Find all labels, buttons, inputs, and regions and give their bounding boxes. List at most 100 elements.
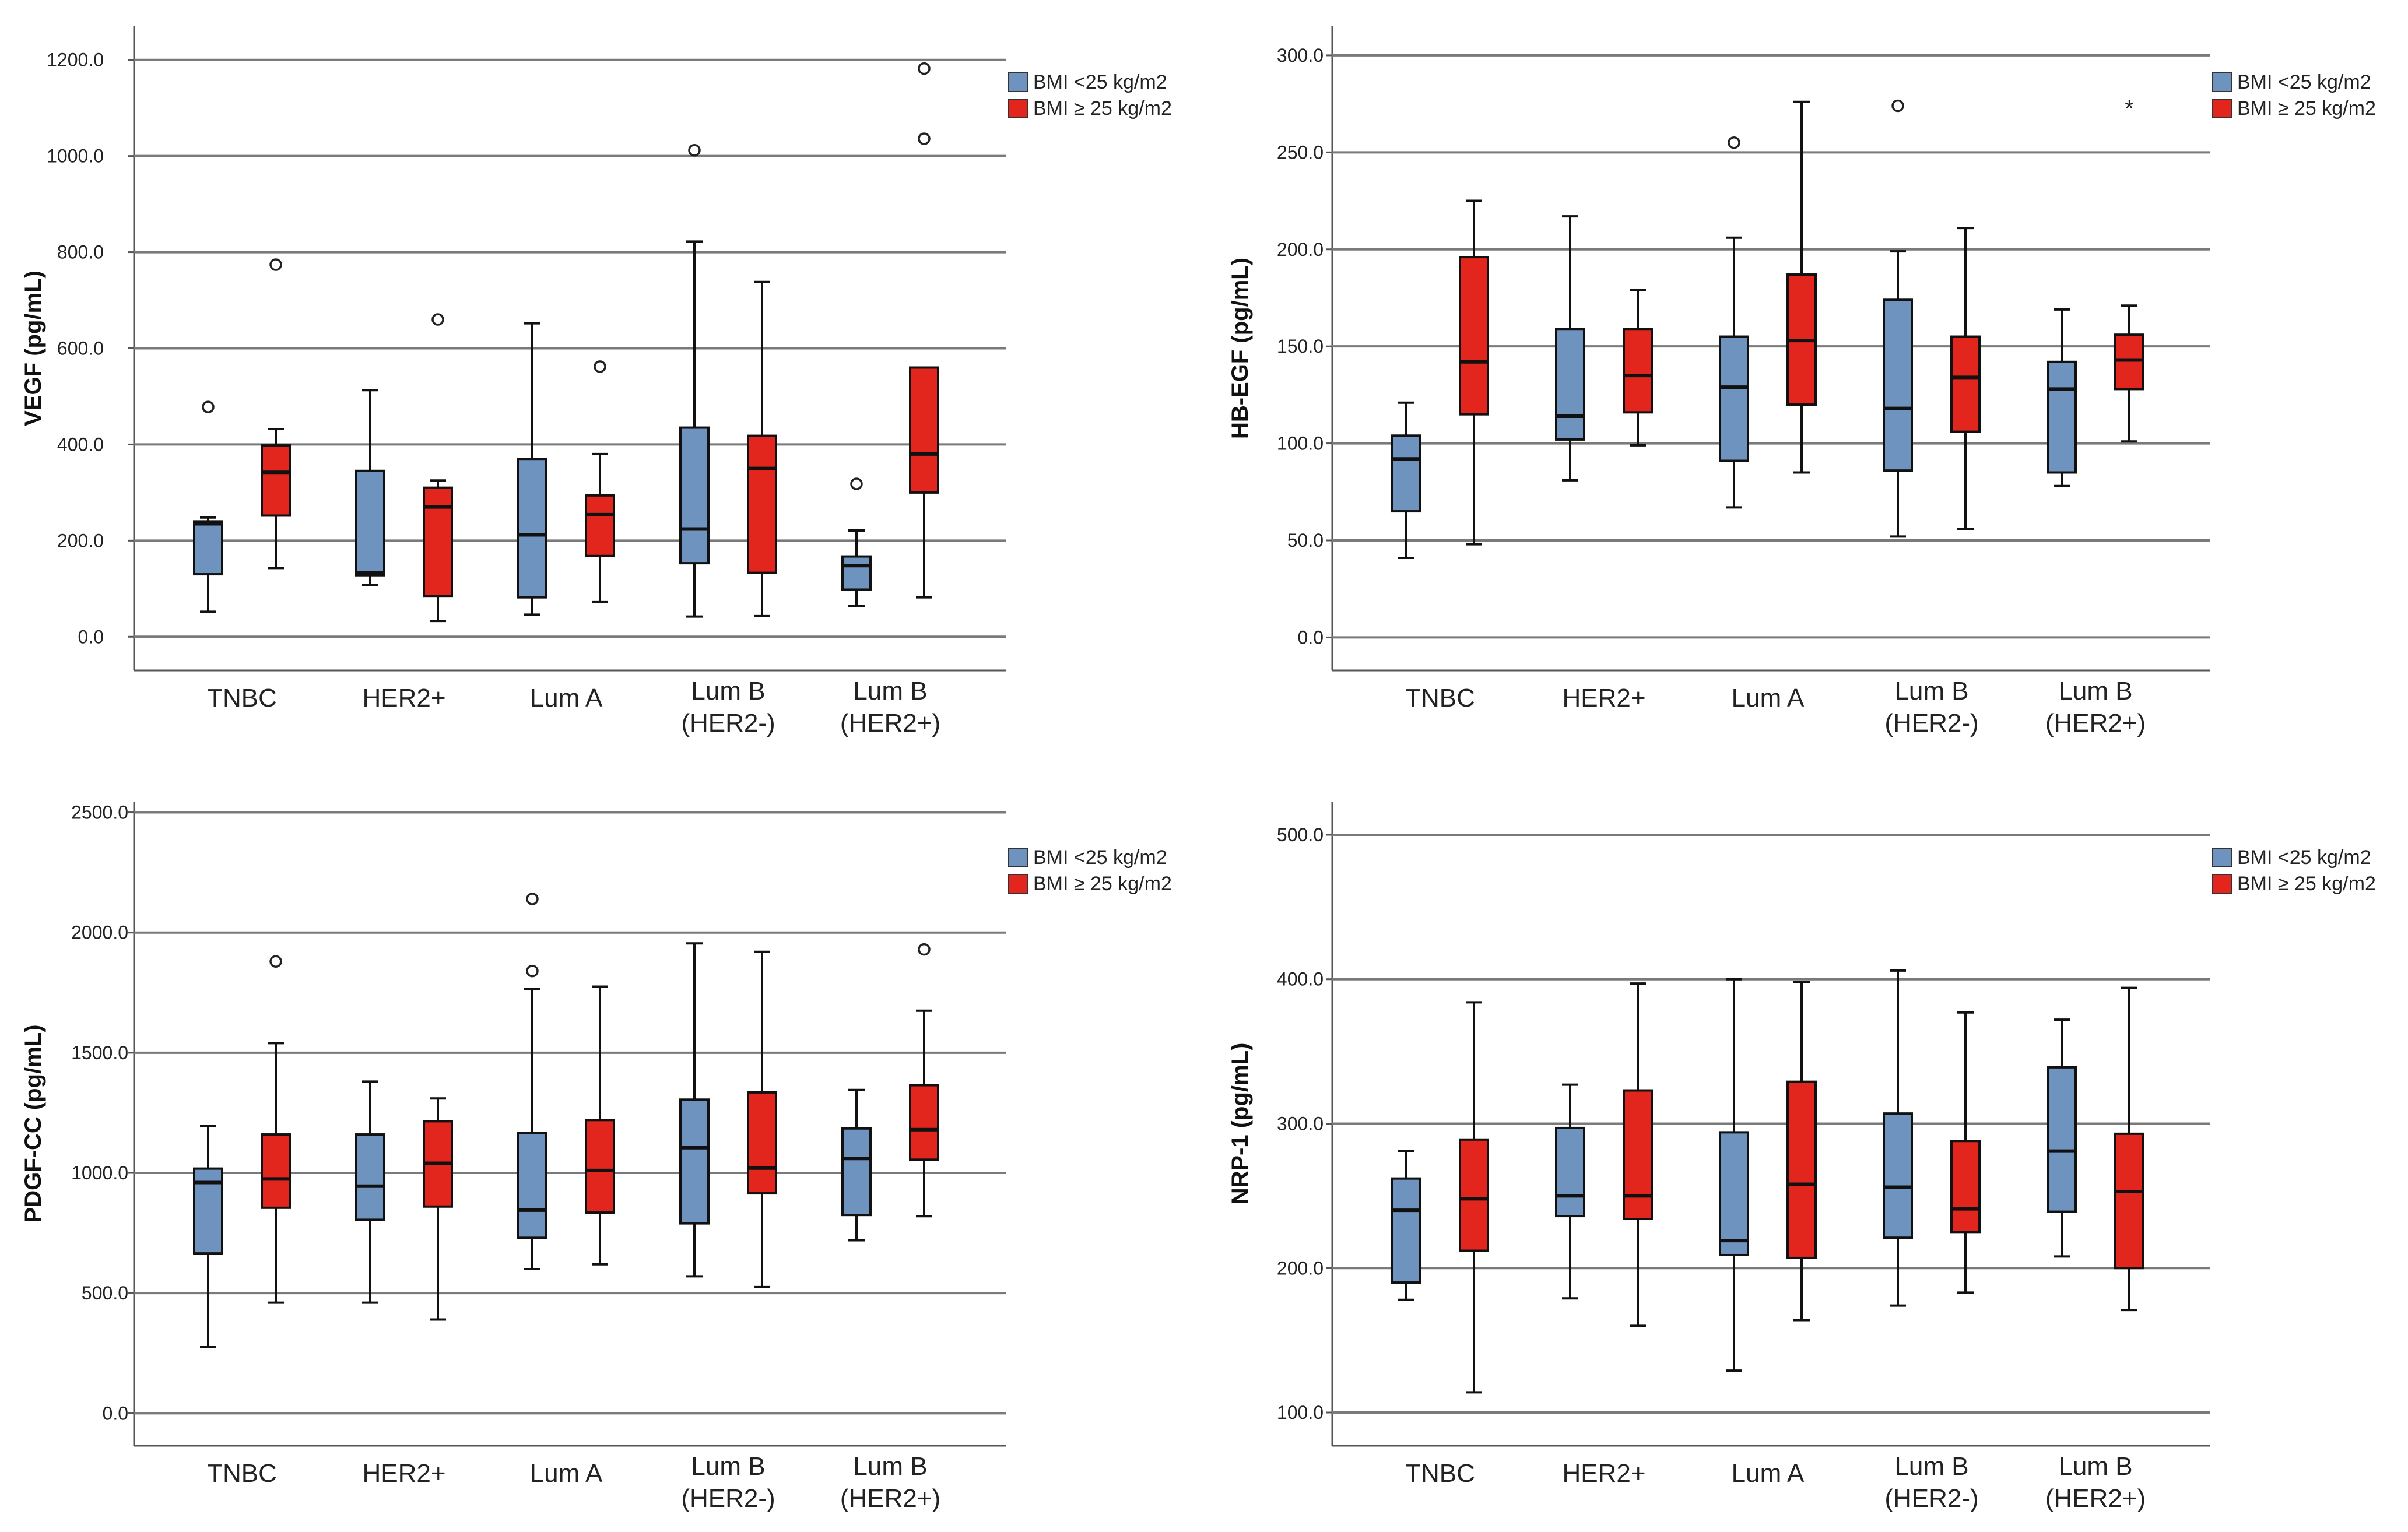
box-iqr — [2114, 333, 2144, 391]
x-category-label-line2: (HER2+) — [2045, 1484, 2146, 1513]
y-tick-label: 2000.0 — [71, 922, 128, 943]
box-bmi-high-lum-a — [585, 360, 615, 603]
y-tick-label: 250.0 — [1277, 142, 1324, 163]
x-category-label: Lum B — [2058, 677, 2132, 705]
y-tick-label: 100.0 — [1277, 1402, 1324, 1423]
box-bmi-low-lum-b-her2 — [841, 477, 872, 607]
box-iqr — [2114, 1132, 2144, 1270]
chart-panel-hb-egf: 0.0 50.0 100.0 150.0 200.0 250.0 300.0 HB-EGF (… — [1227, 26, 2376, 737]
y-axis-title: HB-EGF (pg/mL) — [1227, 258, 1253, 439]
box-iqr — [261, 1133, 291, 1209]
y-tick-label: 400.0 — [57, 434, 104, 455]
x-category-label: HER2+ — [1562, 684, 1645, 712]
box-bmi-high-lum-b-her2 — [909, 62, 939, 599]
y-tick-label: 500.0 — [1277, 824, 1324, 845]
box-bmi-low-lum-a — [517, 893, 547, 1270]
box-iqr — [1950, 335, 1981, 433]
x-category-label: Lum B — [2058, 1452, 2132, 1481]
legend-swatch-bmi-high — [1008, 99, 1028, 118]
x-category-label-line2: (HER2+) — [840, 709, 940, 737]
box-bmi-low-tnbc — [193, 1125, 223, 1348]
box-bmi-high-lum-b-her2 — [1950, 227, 1981, 530]
x-category-label: HER2+ — [362, 684, 445, 712]
box-bmi-high-lum-b-her2 — [1950, 1011, 1981, 1294]
legend-swatch-bmi-low — [2212, 848, 2232, 867]
box-bmi-low-lum-b-her2 — [679, 942, 710, 1278]
outlier-point — [431, 313, 444, 326]
x-category-label-line2: (HER2-) — [681, 709, 775, 737]
box-iqr — [1459, 1138, 1489, 1252]
y-tick-label: 400.0 — [1277, 969, 1324, 990]
box-iqr — [1459, 256, 1489, 416]
box-bmi-low-lum-a — [517, 322, 547, 616]
box-bmi-high-lum-b-her2: * — [2114, 96, 2144, 443]
legend-label-bmi-high: BMI ≥ 25 kg/m2 — [1033, 97, 1172, 120]
legend-swatch-bmi-high — [2212, 874, 2232, 894]
box-iqr — [517, 458, 547, 599]
box-iqr — [193, 520, 223, 576]
x-category-label: Lum A — [1732, 684, 1805, 712]
y-tick-label: 1000.0 — [71, 1162, 128, 1183]
y-tick-label: 1200.0 — [47, 50, 104, 71]
outlier-point — [269, 955, 282, 968]
box-iqr — [679, 426, 710, 565]
x-category-label: TNBC — [207, 1459, 277, 1488]
x-category-label: TNBC — [1405, 684, 1475, 712]
y-tick-label: 600.0 — [57, 338, 104, 359]
box-bmi-low-lum-b-her2 — [1883, 969, 1913, 1307]
box-bmi-high-her2 — [1623, 289, 1653, 447]
y-tick-label: 200.0 — [1277, 239, 1324, 260]
box-iqr — [517, 1132, 547, 1239]
chart-panel-vegf: 0.0 200.0 400.0 600.0 800.0 1000.0 1200.0 VEGF … — [20, 26, 1172, 737]
x-category-label: Lum B — [691, 1452, 765, 1481]
legend-swatch-bmi-high — [1008, 874, 1028, 894]
box-bmi-low-her2 — [355, 1080, 385, 1304]
box-iqr — [1623, 1089, 1653, 1221]
box-iqr — [1883, 1112, 1913, 1239]
outlier-point — [202, 400, 215, 413]
y-axis-title: VEGF (pg/mL) — [20, 270, 46, 426]
box-iqr — [747, 434, 777, 574]
box-bmi-low-her2 — [1555, 1083, 1585, 1300]
box-bmi-high-tnbc — [261, 955, 291, 1304]
legend-swatch-bmi-low — [1008, 72, 1028, 92]
box-iqr — [1555, 1126, 1585, 1218]
box-iqr — [355, 469, 385, 577]
box-iqr — [1623, 328, 1653, 414]
box-iqr — [679, 1098, 710, 1225]
y-axis-title: PDGF-CC (pg/mL) — [20, 1025, 46, 1223]
box-bmi-high-lum-b-her2 — [747, 280, 777, 617]
x-category-label: HER2+ — [362, 1459, 445, 1488]
outlier-point — [850, 477, 863, 490]
extreme-point: * — [2125, 96, 2134, 121]
box-iqr — [261, 444, 291, 517]
legend: BMI <25 kg/m2 BMI ≥ 25 kg/m2 — [1008, 71, 1172, 120]
box-bmi-high-tnbc — [1459, 1001, 1489, 1394]
x-category-label-line2: (HER2-) — [681, 1484, 775, 1513]
legend: BMI <25 kg/m2 BMI ≥ 25 kg/m2 — [1008, 846, 1172, 895]
x-category-label-line2: (HER2+) — [840, 1484, 940, 1513]
legend-label-bmi-low: BMI <25 kg/m2 — [2237, 846, 2371, 869]
chart-panel-pdgf-cc: 0.0 500.0 1000.0 1500.0 2000.0 2500.0 PDGF-CC … — [20, 802, 1172, 1513]
x-category-label: Lum A — [1732, 1459, 1805, 1488]
box-iqr — [355, 1133, 385, 1221]
box-bmi-high-lum-b-her2 — [747, 950, 777, 1288]
legend-label-bmi-high: BMI ≥ 25 kg/m2 — [2237, 873, 2376, 895]
y-tick-label: 200.0 — [1277, 1257, 1324, 1278]
box-iqr — [1719, 335, 1749, 462]
box-bmi-low-lum-b-her2 — [2047, 308, 2077, 487]
x-category-label: HER2+ — [1562, 1459, 1645, 1488]
box-bmi-high-her2 — [423, 313, 453, 623]
box-bmi-low-her2 — [1555, 215, 1585, 482]
legend-label-bmi-low: BMI <25 kg/m2 — [2237, 71, 2371, 93]
box-bmi-high-her2 — [1623, 982, 1653, 1327]
box-bmi-low-lum-b-her2 — [1883, 99, 1913, 538]
box-bmi-low-tnbc — [1391, 1150, 1421, 1301]
legend-label-bmi-low: BMI <25 kg/m2 — [1033, 71, 1167, 93]
y-tick-label: 1500.0 — [71, 1042, 128, 1063]
y-tick-label: 300.0 — [1277, 1113, 1324, 1134]
x-category-label-line2: (HER2-) — [1884, 1484, 1978, 1513]
box-bmi-low-her2 — [355, 389, 385, 586]
x-category-label: Lum A — [530, 684, 603, 712]
